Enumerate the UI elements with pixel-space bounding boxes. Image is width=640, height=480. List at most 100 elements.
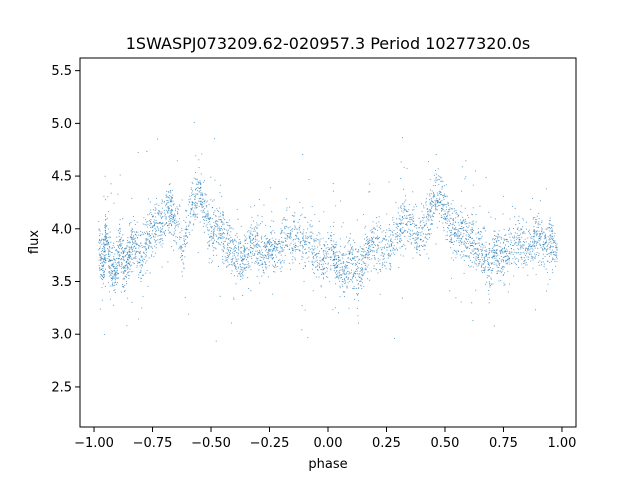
data-point bbox=[101, 262, 104, 264]
data-point bbox=[137, 237, 139, 239]
x-tick-label: 0.00 bbox=[314, 436, 343, 451]
data-point bbox=[130, 247, 132, 249]
data-point bbox=[141, 265, 143, 267]
data-point bbox=[183, 239, 185, 241]
data-point bbox=[213, 199, 215, 201]
data-point bbox=[322, 237, 324, 239]
data-point bbox=[110, 183, 112, 185]
data-point bbox=[117, 230, 120, 232]
data-point bbox=[330, 248, 332, 250]
data-point bbox=[277, 259, 280, 262]
data-point bbox=[289, 233, 291, 235]
data-point bbox=[270, 249, 272, 251]
data-point bbox=[326, 268, 328, 270]
data-point bbox=[381, 249, 383, 251]
x-axis: −1.00 −0.75 −0.50 −0.25 0.00 0.25 0.50 0.75 1.00 bbox=[74, 427, 576, 451]
data-point bbox=[316, 255, 318, 257]
data-point bbox=[144, 224, 146, 226]
data-point bbox=[447, 204, 450, 206]
data-point bbox=[103, 272, 105, 274]
data-point bbox=[460, 257, 462, 259]
data-point bbox=[261, 252, 264, 254]
data-point bbox=[534, 230, 536, 232]
data-point bbox=[189, 222, 191, 224]
data-point bbox=[534, 309, 536, 311]
data-point bbox=[472, 214, 474, 216]
data-point bbox=[371, 244, 374, 246]
data-point bbox=[244, 267, 246, 269]
data-point bbox=[217, 237, 220, 239]
data-point bbox=[293, 246, 295, 248]
data-point bbox=[467, 241, 469, 243]
data-point bbox=[471, 223, 473, 225]
data-point bbox=[494, 245, 496, 247]
data-point bbox=[349, 252, 352, 254]
data-point bbox=[402, 243, 404, 245]
data-point bbox=[473, 249, 475, 251]
data-point bbox=[218, 233, 220, 235]
data-point bbox=[484, 266, 486, 268]
data-point bbox=[358, 262, 360, 264]
data-point bbox=[280, 228, 282, 230]
data-point bbox=[293, 228, 296, 230]
data-point bbox=[196, 193, 198, 195]
data-point bbox=[372, 227, 374, 230]
data-point bbox=[396, 238, 398, 240]
data-point bbox=[253, 244, 255, 246]
data-point bbox=[552, 257, 554, 259]
data-point bbox=[347, 282, 349, 284]
data-point bbox=[551, 233, 553, 235]
data-point bbox=[398, 235, 400, 237]
data-point bbox=[355, 287, 357, 289]
data-point bbox=[308, 236, 310, 239]
data-point bbox=[556, 243, 558, 245]
data-point bbox=[249, 239, 252, 241]
data-point bbox=[378, 216, 380, 218]
data-point bbox=[270, 241, 272, 243]
data-point bbox=[190, 198, 192, 200]
data-point bbox=[147, 233, 149, 235]
data-point bbox=[438, 201, 440, 203]
data-point bbox=[146, 238, 148, 240]
data-point bbox=[243, 268, 245, 270]
data-point bbox=[209, 245, 211, 247]
data-point bbox=[301, 258, 303, 260]
data-point bbox=[109, 285, 111, 287]
data-point bbox=[183, 263, 185, 265]
data-point bbox=[243, 263, 245, 265]
data-point bbox=[184, 246, 186, 248]
data-point bbox=[500, 253, 502, 255]
data-point bbox=[529, 246, 531, 248]
data-point bbox=[455, 233, 457, 235]
data-point bbox=[341, 254, 343, 257]
data-point bbox=[126, 245, 128, 247]
data-point bbox=[532, 244, 534, 247]
data-point bbox=[113, 277, 115, 279]
data-point bbox=[169, 190, 171, 192]
data-point bbox=[388, 246, 390, 248]
data-point bbox=[423, 249, 425, 251]
data-point bbox=[514, 263, 517, 265]
data-point bbox=[440, 177, 442, 179]
data-point bbox=[431, 190, 433, 192]
data-point bbox=[176, 243, 178, 245]
data-point bbox=[434, 199, 436, 201]
data-point bbox=[193, 198, 196, 200]
data-point bbox=[455, 240, 458, 242]
data-point bbox=[194, 215, 196, 217]
data-point bbox=[291, 215, 293, 217]
data-point bbox=[509, 252, 511, 254]
data-point bbox=[126, 242, 128, 244]
data-point bbox=[265, 238, 267, 240]
data-point bbox=[518, 222, 520, 225]
data-point bbox=[355, 263, 357, 266]
data-point bbox=[242, 255, 244, 257]
data-point bbox=[420, 234, 422, 236]
data-point bbox=[303, 280, 305, 282]
data-point bbox=[135, 256, 137, 258]
data-point bbox=[478, 262, 480, 264]
data-point bbox=[237, 252, 239, 254]
data-point bbox=[412, 223, 414, 225]
data-point bbox=[134, 250, 136, 252]
data-point bbox=[531, 245, 533, 247]
